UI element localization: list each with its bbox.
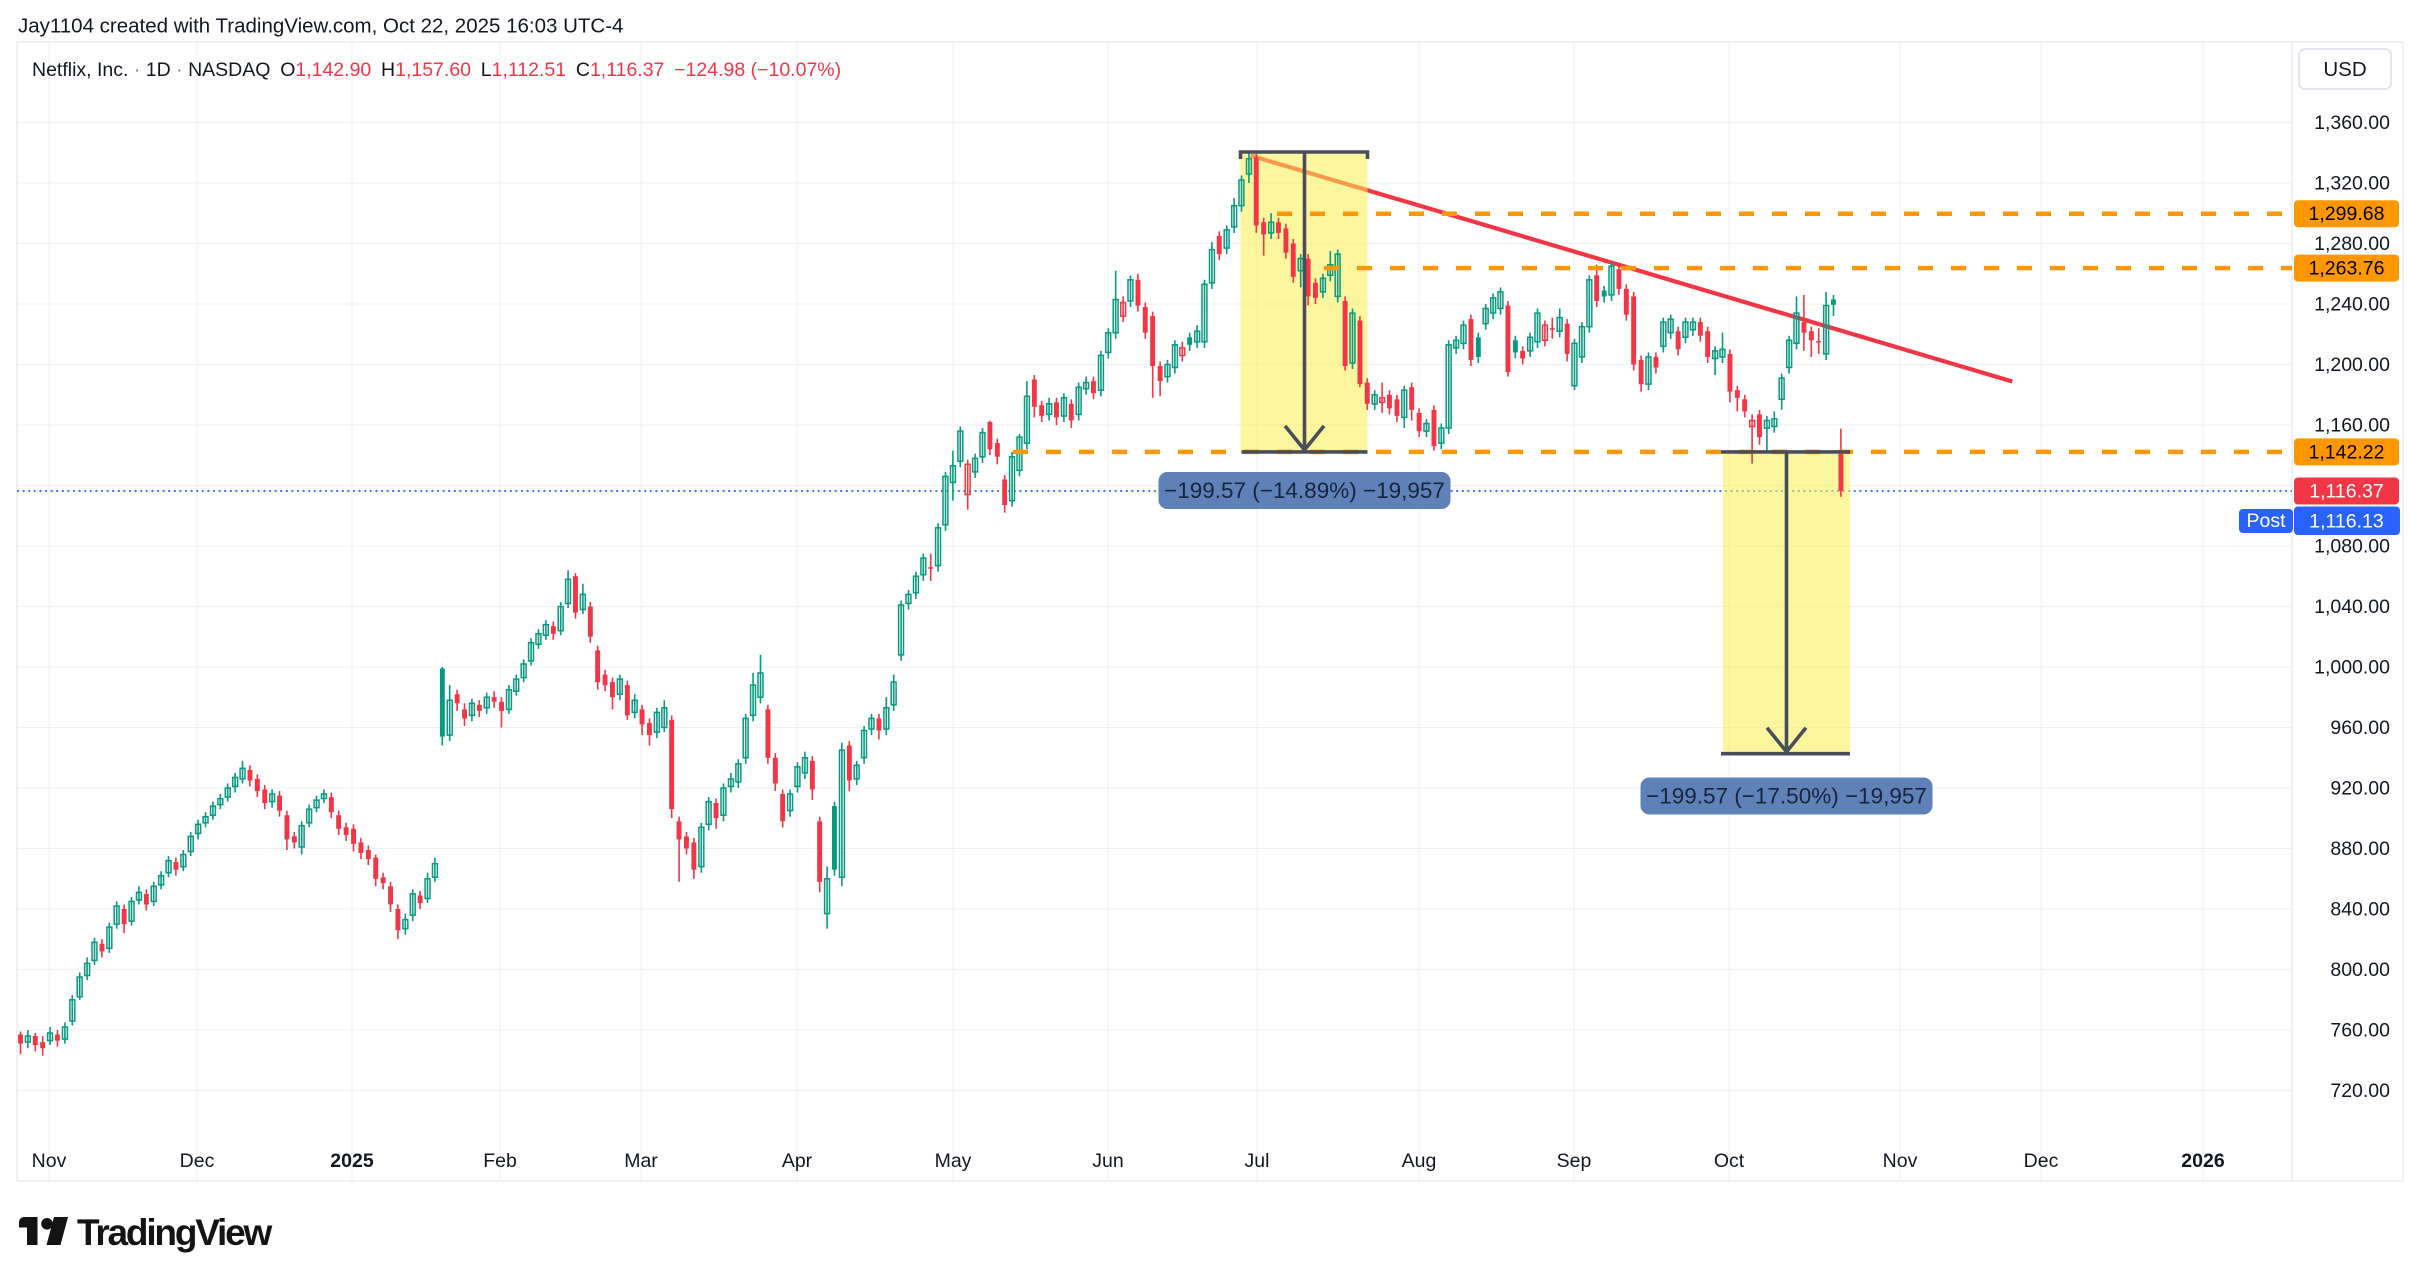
svg-text:Aug: Aug	[1402, 1150, 1437, 1172]
svg-text:1,299.68: 1,299.68	[2309, 203, 2385, 225]
svg-text:Jun: Jun	[1092, 1150, 1123, 1172]
svg-text:1,116.13: 1,116.13	[2309, 511, 2383, 533]
svg-text:Dec: Dec	[180, 1150, 215, 1172]
svg-text:−199.57 (−14.89%) −19,957: −199.57 (−14.89%) −19,957	[1164, 478, 1445, 503]
svg-text:1,080.00: 1,080.00	[2314, 536, 2390, 558]
svg-text:1,116.37: 1,116.37	[2309, 481, 2383, 503]
svg-text:1,160.00: 1,160.00	[2314, 415, 2390, 437]
svg-text:1,360.00: 1,360.00	[2314, 112, 2390, 134]
svg-text:Nov: Nov	[32, 1150, 67, 1172]
svg-text:Oct: Oct	[1714, 1150, 1745, 1172]
svg-text:−199.57 (−17.50%) −19,957: −199.57 (−17.50%) −19,957	[1646, 784, 1927, 809]
svg-text:960.00: 960.00	[2330, 717, 2390, 739]
svg-text:840.00: 840.00	[2330, 899, 2390, 921]
svg-text:880.00: 880.00	[2330, 838, 2390, 860]
svg-text:760.00: 760.00	[2330, 1020, 2390, 1042]
svg-text:2026: 2026	[2181, 1150, 2225, 1172]
svg-text:May: May	[935, 1150, 972, 1172]
svg-text:Apr: Apr	[782, 1150, 813, 1172]
svg-text:1,040.00: 1,040.00	[2314, 596, 2390, 618]
svg-text:800.00: 800.00	[2330, 959, 2390, 981]
svg-text:Jul: Jul	[1245, 1150, 1270, 1172]
svg-text:1,320.00: 1,320.00	[2314, 173, 2390, 195]
svg-text:1,000.00: 1,000.00	[2314, 657, 2390, 679]
svg-text:Netflix, Inc. · 1D · NASDAQ O1: Netflix, Inc. · 1D · NASDAQ O1,142.90 H1…	[32, 59, 841, 81]
svg-text:1,200.00: 1,200.00	[2314, 354, 2390, 376]
svg-text:Post: Post	[2246, 510, 2286, 532]
svg-text:1,280.00: 1,280.00	[2314, 233, 2390, 255]
svg-text:Jay1104 created with TradingVi: Jay1104 created with TradingView.com, Oc…	[18, 15, 623, 38]
svg-text:1,240.00: 1,240.00	[2314, 294, 2390, 316]
svg-text:720.00: 720.00	[2330, 1080, 2390, 1102]
svg-text:Nov: Nov	[1883, 1150, 1918, 1172]
svg-text:Mar: Mar	[624, 1150, 658, 1172]
svg-text:Feb: Feb	[483, 1150, 517, 1172]
svg-text:1,263.76: 1,263.76	[2309, 258, 2385, 280]
svg-text:TradingView: TradingView	[77, 1212, 272, 1253]
svg-text:Sep: Sep	[1557, 1150, 1592, 1172]
svg-text:USD: USD	[2323, 58, 2366, 81]
svg-text:1,142.22: 1,142.22	[2309, 441, 2385, 463]
svg-text:920.00: 920.00	[2330, 778, 2390, 800]
svg-text:Dec: Dec	[2024, 1150, 2059, 1172]
svg-text:2025: 2025	[330, 1150, 374, 1172]
